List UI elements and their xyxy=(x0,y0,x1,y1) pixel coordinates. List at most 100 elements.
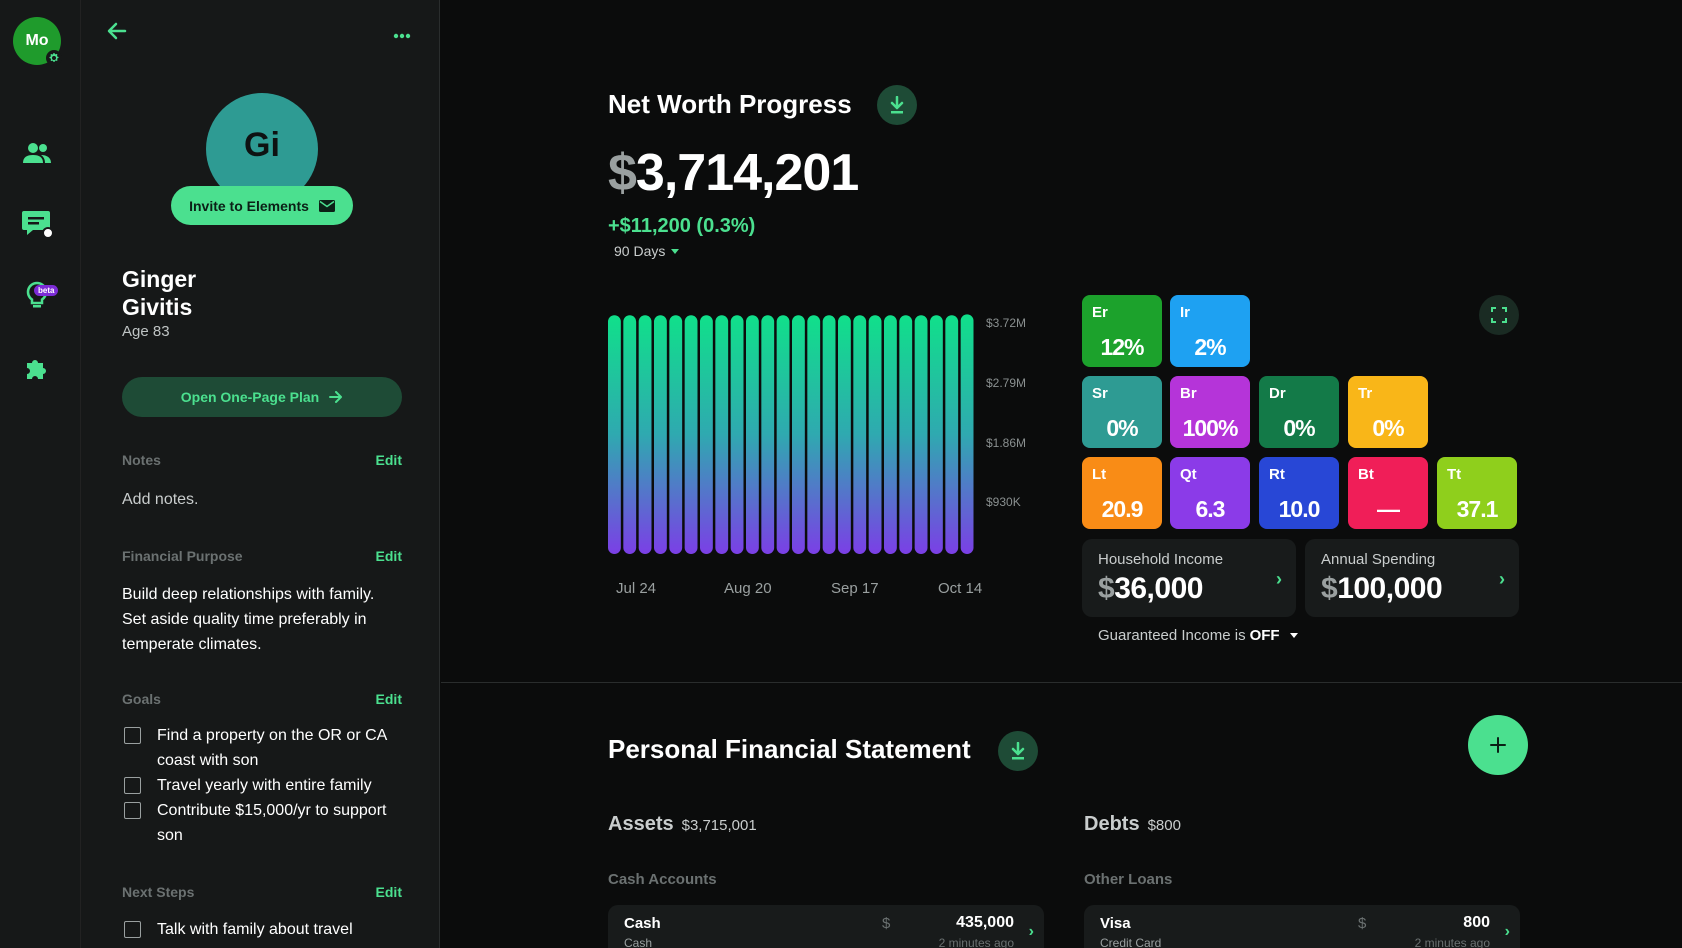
ratio-tile-br[interactable]: Br 100% xyxy=(1170,376,1250,448)
next-steps-header: Next Steps Edit xyxy=(122,884,402,900)
chart-bar[interactable] xyxy=(807,315,821,554)
chart-bar[interactable] xyxy=(960,314,974,554)
x-tick-label: Jul 24 xyxy=(616,580,657,597)
chart-bar[interactable] xyxy=(884,315,897,554)
account-name: Cash xyxy=(624,915,661,932)
open-one-page-plan-button[interactable]: Open One-Page Plan xyxy=(122,377,402,417)
ratio-tile-label: Tt xyxy=(1447,466,1462,483)
chart-bar[interactable] xyxy=(746,315,759,554)
notes-edit-link[interactable]: Edit xyxy=(375,452,402,468)
download-icon xyxy=(890,96,904,114)
goals-edit-link[interactable]: Edit xyxy=(375,691,402,707)
range-selector[interactable]: 90 Days xyxy=(614,243,680,259)
nav-rail: Mo beta xyxy=(0,0,81,948)
ratio-tile-ir[interactable]: Ir 2% xyxy=(1170,295,1250,367)
chart-bar[interactable] xyxy=(684,315,698,554)
ratio-tile-value: 6.3 xyxy=(1195,496,1226,522)
chart-bar[interactable] xyxy=(654,315,667,554)
notes-text[interactable]: Add notes. xyxy=(122,491,199,508)
guaranteed-income-label: Guaranteed Income is xyxy=(1098,627,1246,644)
household-income-card[interactable]: Household Income $36,000 › xyxy=(1082,539,1296,617)
net-worth-amount: 3,714,201 xyxy=(635,144,859,202)
ratio-tile-label: Bt xyxy=(1358,466,1374,483)
account-currency: $ xyxy=(1358,915,1367,932)
invite-button[interactable]: Invite to Elements xyxy=(171,186,353,225)
goal-item: Travel yearly with entire family xyxy=(124,773,402,798)
x-tick-label: Sep 17 xyxy=(831,580,879,597)
expand-button[interactable] xyxy=(1479,295,1519,335)
ratio-tile-sr[interactable]: Sr 0% xyxy=(1082,376,1162,448)
goal-checkbox[interactable] xyxy=(124,727,141,744)
pfs-download-button[interactable] xyxy=(998,731,1038,771)
ratio-tile-value: 37.1 xyxy=(1456,496,1499,522)
purpose-edit-link[interactable]: Edit xyxy=(375,548,402,564)
chart-bar[interactable] xyxy=(838,315,851,554)
chart-bar[interactable] xyxy=(730,315,744,554)
debts-heading: Debts $800 xyxy=(1084,813,1181,835)
account-row-cash[interactable]: Cash Cash $ 435,000 2 minutes ago › xyxy=(608,905,1044,948)
ratio-tile-tt[interactable]: Tt 37.1 xyxy=(1437,457,1517,529)
chart-bar[interactable] xyxy=(761,315,775,554)
chart-bar[interactable] xyxy=(700,315,713,554)
ratio-tile-qt[interactable]: Qt 6.3 xyxy=(1170,457,1250,529)
annual-spending-card[interactable]: Annual Spending $100,000 › xyxy=(1305,539,1519,617)
beta-badge: beta xyxy=(34,285,59,296)
chart-bar[interactable] xyxy=(776,315,790,554)
chart-bar[interactable] xyxy=(914,315,928,554)
chart-bar[interactable] xyxy=(792,315,805,554)
ratio-tile-value: 0% xyxy=(1106,415,1138,441)
account-type: Cash xyxy=(624,936,653,948)
goals-header: Goals Edit xyxy=(122,691,402,707)
net-worth-download-button[interactable] xyxy=(877,85,917,125)
ratio-tile-value: 100% xyxy=(1182,415,1239,441)
next-step-text: Talk with family about travel xyxy=(157,921,353,938)
chart-bar[interactable] xyxy=(853,315,867,554)
chart-bar[interactable] xyxy=(899,315,913,554)
y-tick-label: $930K xyxy=(986,495,1021,509)
ratio-tile-value: 0% xyxy=(1372,415,1404,441)
messages-icon[interactable] xyxy=(20,207,54,241)
ratio-tile-bt[interactable]: Bt — xyxy=(1348,457,1428,529)
pfs-title: Personal Financial Statement xyxy=(608,734,971,764)
goal-item: Contribute $15,000/yr to support son xyxy=(124,798,402,848)
ratio-tile-lt[interactable]: Lt 20.9 xyxy=(1082,457,1162,529)
guaranteed-income-toggle[interactable]: Guaranteed Income is OFF xyxy=(1098,627,1298,644)
chart-bar[interactable] xyxy=(715,315,729,554)
goal-checkbox[interactable] xyxy=(124,777,141,794)
chart-bar[interactable] xyxy=(608,315,621,554)
account-row-visa[interactable]: Visa Credit Card $ 800 2 minutes ago › xyxy=(1084,905,1520,948)
next-steps-edit-link[interactable]: Edit xyxy=(375,884,402,900)
x-tick-label: Oct 14 xyxy=(938,580,983,597)
ratio-tile-label: Dr xyxy=(1269,385,1286,402)
chart-bar[interactable] xyxy=(623,315,637,554)
chart-bar[interactable] xyxy=(930,315,943,554)
ratio-tile-value: 10.0 xyxy=(1278,496,1321,522)
add-button[interactable] xyxy=(1468,715,1528,775)
integrations-icon[interactable] xyxy=(20,352,54,386)
ratio-tile-tr[interactable]: Tr 0% xyxy=(1348,376,1428,448)
assets-total: $3,715,001 xyxy=(681,817,757,834)
ratio-tile-rt[interactable]: Rt 10.0 xyxy=(1259,457,1339,529)
more-options-icon[interactable] xyxy=(393,22,411,42)
chevron-right-icon: › xyxy=(1499,569,1505,589)
chart-bar[interactable] xyxy=(868,315,882,554)
user-avatar[interactable]: Mo xyxy=(13,17,61,65)
ratio-tile-label: Sr xyxy=(1092,385,1108,402)
chart-bar[interactable] xyxy=(638,315,652,554)
back-arrow-icon[interactable] xyxy=(107,22,127,45)
ratio-tile-er[interactable]: Er 12% xyxy=(1082,295,1162,367)
chevron-right-icon: › xyxy=(1276,569,1282,589)
chart-bar[interactable] xyxy=(669,315,683,554)
goal-checkbox[interactable] xyxy=(124,802,141,819)
chart-bar[interactable] xyxy=(822,315,836,554)
chart-bar[interactable] xyxy=(945,315,959,554)
ratio-tile-value: 12% xyxy=(1100,334,1144,360)
clients-icon[interactable] xyxy=(20,136,54,170)
ratio-tile-label: Ir xyxy=(1180,304,1191,321)
gear-icon[interactable] xyxy=(46,50,62,66)
ratio-tile-label: Tr xyxy=(1358,385,1373,402)
ratio-tile-dr[interactable]: Dr 0% xyxy=(1259,376,1339,448)
account-updated: 2 minutes ago xyxy=(938,936,1014,948)
plus-icon xyxy=(1490,737,1506,753)
next-step-checkbox[interactable] xyxy=(124,921,141,938)
